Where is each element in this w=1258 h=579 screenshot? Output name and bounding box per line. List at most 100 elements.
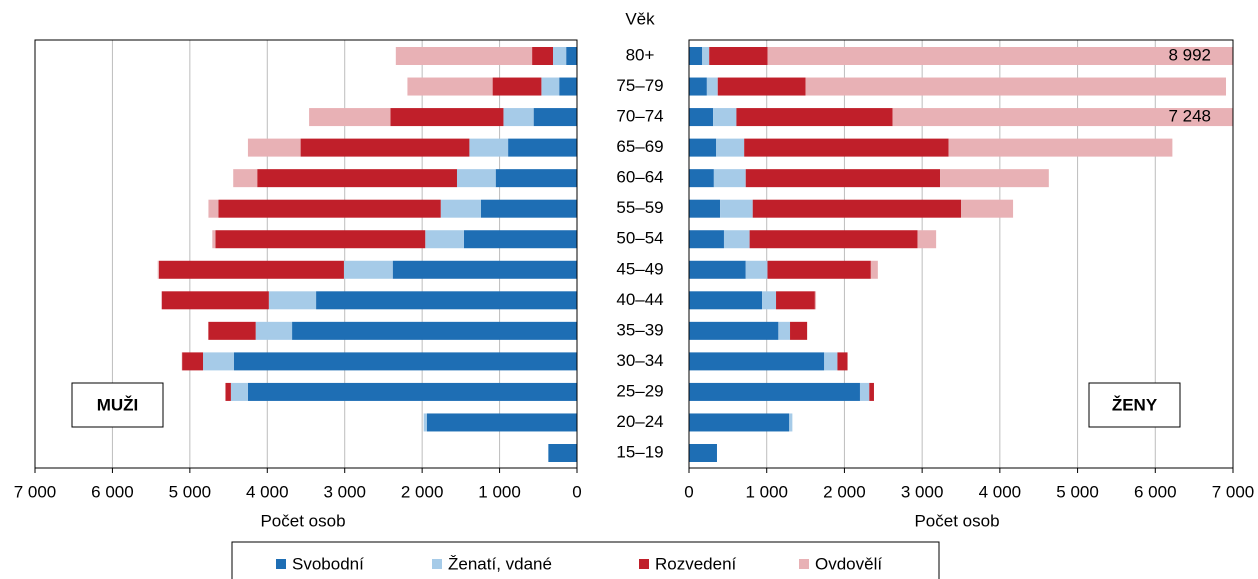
- category-label: 40–44: [616, 290, 663, 309]
- bar-segment: [689, 77, 707, 96]
- bar-segment: [407, 77, 493, 96]
- category-label: 65–69: [616, 137, 663, 156]
- bar-segment: [749, 230, 918, 249]
- bar-segment: [689, 108, 714, 127]
- panel-label: ŽENY: [1112, 395, 1158, 414]
- bar-segment: [212, 230, 216, 249]
- bar-segment: [247, 382, 577, 401]
- bar-segment: [689, 47, 703, 65]
- bar-segment: [752, 199, 961, 218]
- bar-segment: [720, 199, 753, 218]
- bar-segment: [762, 291, 777, 310]
- legend-label: Ovdovělí: [815, 554, 882, 573]
- bar-segment: [789, 413, 793, 432]
- legend-label: Ženatí, vdané: [448, 554, 552, 573]
- bar-segment: [533, 108, 577, 127]
- bar-segment: [689, 352, 825, 371]
- bar-segment: [426, 413, 577, 432]
- category-label: 80+: [626, 45, 655, 64]
- category-label: 70–74: [616, 107, 663, 126]
- bar-segment: [503, 108, 534, 127]
- bar-segment: [689, 169, 714, 188]
- bar-segment: [689, 444, 717, 462]
- bar-segment: [859, 382, 870, 401]
- bar-segment: [215, 230, 426, 249]
- bar-segment: [309, 108, 391, 127]
- bar-segment: [247, 138, 301, 157]
- bars: [157, 47, 577, 462]
- bar-segment: [532, 47, 553, 65]
- bar-segment: [814, 291, 817, 310]
- bar-segment: [208, 199, 219, 218]
- bar-segment: [940, 169, 1049, 188]
- plot-frame: [34, 39, 578, 469]
- x-tick-label: 1 000: [478, 482, 521, 501]
- bar-segment: [689, 413, 790, 432]
- bar-segment: [767, 47, 1233, 65]
- y-axis-label: Věk: [625, 9, 655, 28]
- bar-segment: [157, 260, 159, 279]
- bar-segment: [689, 382, 860, 401]
- bar-segment: [689, 321, 779, 340]
- x-tick-label: 5 000: [1056, 482, 1099, 501]
- bar-segment: [702, 47, 710, 65]
- bar-segment: [961, 199, 1014, 218]
- bar-segment: [203, 352, 234, 371]
- bar-segment: [480, 199, 577, 218]
- x-tick-label: 2 000: [823, 482, 866, 501]
- category-label: 15–19: [616, 442, 663, 461]
- legend-label: Svobodní: [292, 554, 364, 573]
- bar-segment: [233, 169, 258, 188]
- bar-segment: [492, 77, 542, 96]
- bar-segment: [805, 77, 1227, 96]
- bar-segment: [182, 352, 204, 371]
- bar-segment: [257, 169, 457, 188]
- category-label: 45–49: [616, 259, 663, 278]
- bar-segment: [744, 138, 949, 157]
- bar-segment: [233, 352, 577, 371]
- plot-frame: [688, 39, 1234, 469]
- bar-segment: [463, 230, 577, 249]
- legend-swatch: [799, 559, 809, 569]
- bar-segment: [689, 138, 717, 157]
- bar-segment: [456, 169, 496, 188]
- bar-segment: [255, 321, 293, 340]
- panel-label: MUŽI: [97, 395, 139, 414]
- x-tick-label: 4 000: [246, 482, 289, 501]
- bar-segment: [230, 382, 248, 401]
- bar-segment: [716, 138, 745, 157]
- bar-segment: [745, 260, 768, 279]
- category-label: 30–34: [616, 351, 663, 370]
- category-label: 25–29: [616, 381, 663, 400]
- bar-segment: [767, 260, 871, 279]
- bar-segment: [917, 230, 937, 249]
- bar-segment: [423, 413, 427, 432]
- x-tick-label: 0: [684, 482, 693, 501]
- bar-segment: [316, 291, 577, 310]
- x-tick-label: 7 000: [1212, 482, 1255, 501]
- bar-segment: [745, 169, 941, 188]
- bar-segment: [869, 382, 874, 401]
- x-tick-label: 4 000: [979, 482, 1022, 501]
- x-tick-label: 3 000: [901, 482, 944, 501]
- panel-label-box: [71, 382, 164, 428]
- bar-segment: [713, 169, 746, 188]
- bar-segment: [689, 199, 721, 218]
- category-label: 50–54: [616, 229, 663, 248]
- category-label: 55–59: [616, 198, 663, 217]
- x-tick-label: 0: [572, 482, 581, 501]
- bar-segment: [548, 444, 577, 462]
- bar-segment: [208, 321, 256, 340]
- bar-segment: [158, 260, 344, 279]
- panel-label-box: [1088, 382, 1181, 428]
- x-tick-label: 2 000: [401, 482, 444, 501]
- bar-segment: [268, 291, 317, 310]
- bar-segment: [161, 291, 162, 310]
- bar-segment: [689, 230, 724, 249]
- bar-segment: [790, 321, 808, 340]
- bar-segment: [689, 291, 763, 310]
- legend-swatch: [639, 559, 649, 569]
- legend-box: [231, 541, 940, 579]
- category-label: 75–79: [616, 76, 663, 95]
